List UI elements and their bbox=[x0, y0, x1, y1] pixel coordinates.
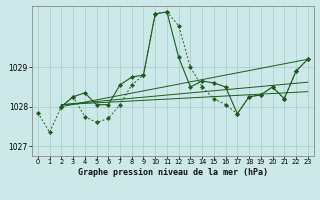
X-axis label: Graphe pression niveau de la mer (hPa): Graphe pression niveau de la mer (hPa) bbox=[78, 168, 268, 177]
